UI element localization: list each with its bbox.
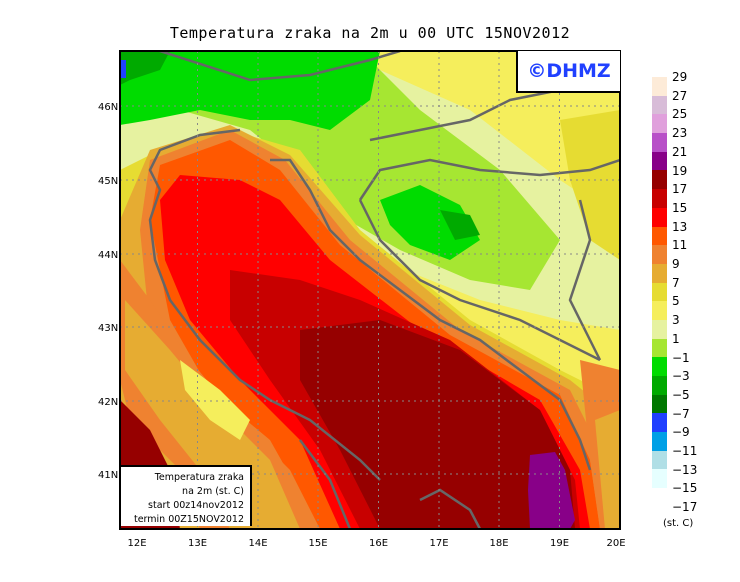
legend-swatch bbox=[652, 301, 667, 320]
color-legend: 29 27 25 23 21 19 17 15 13 11 9 7 5 3 1 −1 −3 −5 −7 −9 −11 −1… bbox=[652, 71, 697, 513]
legend-label: 1 bbox=[672, 331, 680, 346]
legend-swatch bbox=[652, 413, 667, 433]
legend-label: 13 bbox=[672, 219, 688, 234]
lon-label: 19E bbox=[550, 538, 569, 549]
legend-swatch bbox=[652, 226, 667, 246]
legend-label: 3 bbox=[672, 313, 680, 328]
legend-swatch bbox=[652, 151, 667, 171]
legend-swatch bbox=[652, 77, 667, 96]
legend-label: −3 bbox=[672, 369, 690, 384]
lon-label: 13E bbox=[188, 538, 207, 549]
info-line: start 00z14nov2012 bbox=[148, 500, 244, 511]
legend-swatch bbox=[652, 394, 667, 414]
lat-label: 42N bbox=[98, 397, 118, 408]
legend-label: 9 bbox=[672, 257, 680, 271]
legend-label: 11 bbox=[672, 238, 688, 253]
dhmz-logo: ©DHMZ bbox=[516, 51, 620, 93]
graticule bbox=[120, 51, 620, 529]
map-title: Temperatura zraka na 2m u 00 UTC 15NOV20… bbox=[169, 24, 571, 42]
legend-label: 17 bbox=[672, 182, 688, 197]
legend-label: 5 bbox=[672, 294, 680, 309]
legend-swatch bbox=[652, 319, 667, 339]
legend-label: −13 bbox=[672, 462, 698, 477]
legend-label: −11 bbox=[672, 444, 698, 458]
legend-swatch bbox=[652, 432, 667, 451]
legend-swatch bbox=[652, 450, 667, 470]
legend-label: −15 bbox=[672, 481, 698, 496]
legend-label: −1 bbox=[672, 350, 690, 365]
legend-label: −5 bbox=[672, 387, 690, 402]
legend-swatch bbox=[652, 207, 667, 227]
legend-label: 29 bbox=[672, 70, 688, 84]
legend-swatch bbox=[652, 357, 667, 376]
legend-swatch bbox=[652, 114, 667, 134]
legend-label: −17 bbox=[672, 500, 698, 515]
legend-unit: (st. C) bbox=[663, 518, 694, 529]
legend-swatch bbox=[652, 189, 667, 208]
latitude-labels: 46N 45N 44N 43N 42N 41N bbox=[98, 102, 118, 481]
legend-swatch bbox=[652, 263, 667, 283]
coastlines-and-borders bbox=[148, 51, 620, 529]
legend-label: −7 bbox=[672, 406, 690, 421]
legend-label: 25 bbox=[672, 107, 688, 122]
legend-label: 27 bbox=[672, 88, 688, 103]
temperature-field bbox=[120, 51, 620, 529]
legend-label: 19 bbox=[672, 163, 688, 178]
legend-swatch bbox=[652, 245, 667, 264]
legend-swatch bbox=[652, 376, 667, 395]
lat-label: 46N bbox=[98, 102, 118, 113]
lon-label: 15E bbox=[308, 538, 327, 549]
lon-label: 14E bbox=[248, 538, 267, 549]
lat-label: 45N bbox=[98, 176, 118, 187]
legend-swatch bbox=[652, 170, 667, 190]
lon-label: 17E bbox=[429, 538, 448, 549]
legend-swatch bbox=[652, 282, 667, 302]
lon-label: 16E bbox=[369, 538, 388, 549]
lon-label: 18E bbox=[489, 538, 508, 549]
longitude-labels: 12E 13E 14E 15E 16E 17E 18E 19E 20E bbox=[127, 538, 625, 549]
info-line: termin 00Z15NOV2012 bbox=[133, 514, 244, 525]
lat-label: 44N bbox=[98, 250, 118, 261]
lat-label: 41N bbox=[98, 470, 118, 481]
map-frame bbox=[119, 50, 621, 530]
legend-label: 15 bbox=[672, 200, 688, 215]
info-line: na 2m (st. C) bbox=[182, 486, 244, 497]
legend-label: 23 bbox=[672, 126, 688, 141]
lon-label: 20E bbox=[606, 538, 625, 549]
legend-swatch bbox=[652, 469, 667, 489]
legend-swatch bbox=[652, 133, 667, 152]
legend-swatch bbox=[652, 95, 667, 115]
lon-label: 12E bbox=[127, 538, 146, 549]
lat-label: 43N bbox=[98, 323, 118, 334]
legend-swatch bbox=[652, 338, 667, 358]
info-line: Temperatura zraka bbox=[154, 472, 244, 483]
legend-label: 21 bbox=[672, 144, 688, 159]
legend-label: −9 bbox=[672, 425, 690, 440]
legend-label: 7 bbox=[672, 275, 680, 290]
info-box: Temperatura zraka na 2m (st. C) start 00… bbox=[121, 465, 252, 526]
